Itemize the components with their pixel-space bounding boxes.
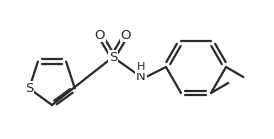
Text: S: S [25,82,33,95]
Text: O: O [121,28,131,42]
Text: H: H [137,62,145,72]
Text: S: S [109,50,117,64]
Text: N: N [136,70,146,84]
Text: O: O [95,28,105,42]
